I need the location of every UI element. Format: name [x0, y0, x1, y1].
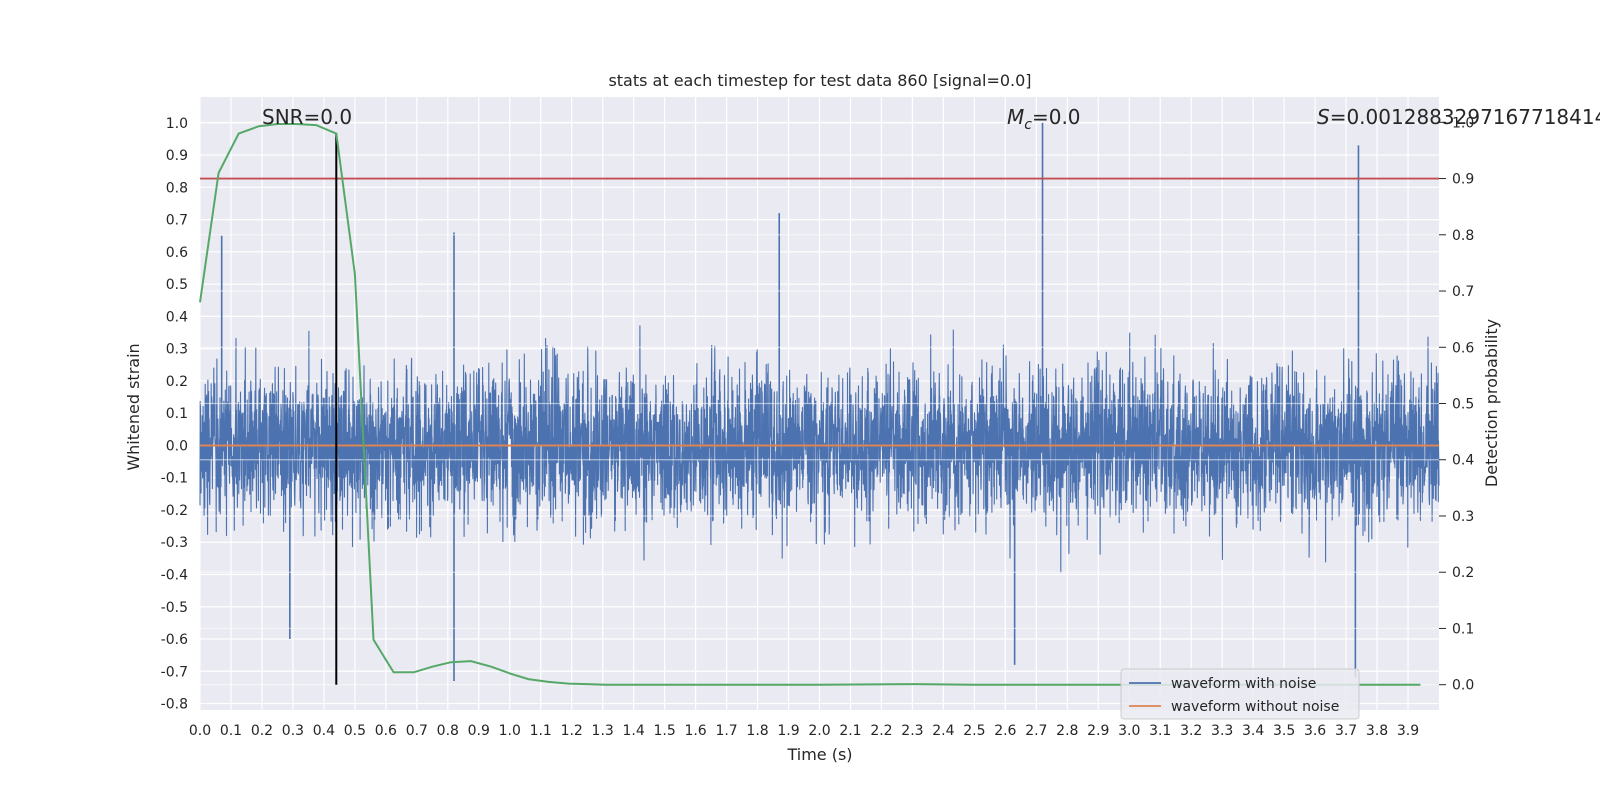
x-tick-label: 2.6	[994, 723, 1016, 739]
x-tick-label: 2.4	[932, 723, 954, 739]
legend-label-waveform-with-noise: waveform with noise	[1171, 676, 1316, 692]
x-tick-label: 1.5	[653, 723, 675, 739]
y-tick-label: 0.0	[166, 438, 188, 454]
y-tick-label: 0.1	[166, 406, 188, 422]
x-tick-label: 0.5	[344, 723, 366, 739]
x-tick-label: 2.3	[901, 723, 923, 739]
x-tick-label: 1.9	[777, 723, 799, 739]
x-tick-label: 0.9	[468, 723, 490, 739]
annotation-snr: SNR=0.0	[262, 105, 352, 129]
x-tick-label: 3.5	[1273, 723, 1295, 739]
legend: waveform with noise waveform without noi…	[1120, 668, 1360, 720]
y-tick-label: 0.7	[166, 213, 188, 229]
y-axis-label-right: Detection probability	[1482, 319, 1501, 487]
y-right-tick-label: 0.6	[1452, 340, 1474, 356]
y-tick-label: -0.1	[161, 471, 188, 487]
y-tick-label: 0.4	[166, 309, 188, 325]
x-tick-label: 3.9	[1397, 723, 1419, 739]
x-tick-label: 3.3	[1211, 723, 1233, 739]
x-tick-label: 1.3	[592, 723, 614, 739]
y-right-tick-label: 0.5	[1452, 397, 1474, 413]
annotation-chirp-mass-symbol: M	[1007, 105, 1024, 129]
x-tick-label: 0.6	[375, 723, 397, 739]
x-tick-label: 2.2	[870, 723, 892, 739]
y-axis-label: Whitened strain	[124, 343, 143, 470]
legend-label-waveform-without-noise: waveform without noise	[1171, 699, 1339, 715]
x-tick-label: 2.8	[1056, 723, 1078, 739]
y-right-tick-label: 0.7	[1452, 284, 1474, 300]
detection-probability-line	[199, 123, 1421, 686]
y-right-tick-label: 0.4	[1452, 453, 1474, 469]
annotation-chirp-mass-value: =0.0	[1032, 105, 1081, 129]
waveform-with-noise-line	[199, 325, 1440, 573]
y-right-tick-label: 0.9	[1452, 172, 1474, 188]
x-tick-label: 0.4	[313, 723, 335, 739]
chart-title: stats at each timestep for test data 860…	[608, 71, 1031, 90]
y-tick-label: -0.7	[161, 664, 188, 680]
y-tick-label: 0.9	[166, 148, 188, 164]
x-tick-label: 3.6	[1304, 723, 1326, 739]
x-tick-label: 2.5	[963, 723, 985, 739]
y-tick-label: 0.8	[166, 180, 188, 196]
y-right-tick-label: 0.2	[1452, 565, 1474, 581]
x-tick-label: 0.0	[189, 723, 211, 739]
x-tick-label: 3.2	[1180, 723, 1202, 739]
x-tick-label: 1.6	[684, 723, 706, 739]
y-tick-label: -0.4	[161, 567, 188, 583]
y-tick-label: 0.6	[166, 245, 188, 261]
x-tick-label: 1.7	[715, 723, 737, 739]
x-tick-label: 1.8	[746, 723, 768, 739]
x-tick-label: 1.2	[561, 723, 583, 739]
x-tick-label: 3.7	[1335, 723, 1357, 739]
x-tick-label: 0.3	[282, 723, 304, 739]
annotation-chirp-mass: Mc=0.0	[1007, 105, 1081, 133]
annotation-s-value: =0.0012883297167718414	[1330, 105, 1600, 129]
x-tick-label: 1.4	[623, 723, 645, 739]
x-tick-label: 2.7	[1025, 723, 1047, 739]
x-tick-label: 1.1	[530, 723, 552, 739]
series-waveform-with-noise	[199, 122, 1440, 681]
x-tick-label: 3.1	[1149, 723, 1171, 739]
y-tick-label: 0.5	[166, 277, 188, 293]
x-tick-label: 3.0	[1118, 723, 1140, 739]
y-tick-label: -0.8	[161, 697, 188, 713]
y-right-tick-label: 1.0	[1452, 115, 1474, 131]
y-tick-label: -0.2	[161, 503, 188, 519]
x-tick-label: 2.9	[1087, 723, 1109, 739]
x-tick-label: 2.0	[808, 723, 830, 739]
y-tick-label: -0.5	[161, 600, 188, 616]
x-tick-label: 0.2	[251, 723, 273, 739]
overlay-lines	[199, 121, 1439, 686]
annotation-s-symbol: S	[1317, 105, 1330, 129]
x-tick-label: 3.8	[1366, 723, 1388, 739]
y-tick-label: 0.2	[166, 374, 188, 390]
y-right-tick-label: 0.1	[1452, 621, 1474, 637]
x-tick-label: 3.4	[1242, 723, 1264, 739]
y-tick-label: 0.3	[166, 342, 188, 358]
x-tick-label: 0.7	[406, 723, 428, 739]
x-axis-label: Time (s)	[786, 745, 852, 764]
x-tick-label: 2.1	[839, 723, 861, 739]
x-tick-label: 0.8	[437, 723, 459, 739]
legend-frame	[1120, 668, 1360, 720]
annotation-chirp-mass-subscript: c	[1024, 117, 1032, 133]
x-tick-label: 1.0	[499, 723, 521, 739]
y-tick-label: -0.6	[161, 632, 188, 648]
y-tick-label: 1.0	[166, 116, 188, 132]
y-right-tick-label: 0.0	[1452, 678, 1474, 694]
y-tick-label: -0.3	[161, 535, 188, 551]
y-right-tick-label: 0.3	[1452, 509, 1474, 525]
annotation-s: S=0.0012883297167718414	[1317, 105, 1600, 129]
x-tick-label: 0.1	[220, 723, 242, 739]
tick-labels: 0.0 0.1 0.2 0.3 0.4 0.5 0.6 0.7 0.8 0.9 1.0 1.1 1.2 1…	[161, 115, 1475, 739]
y-right-tick-label: 0.8	[1452, 228, 1474, 244]
